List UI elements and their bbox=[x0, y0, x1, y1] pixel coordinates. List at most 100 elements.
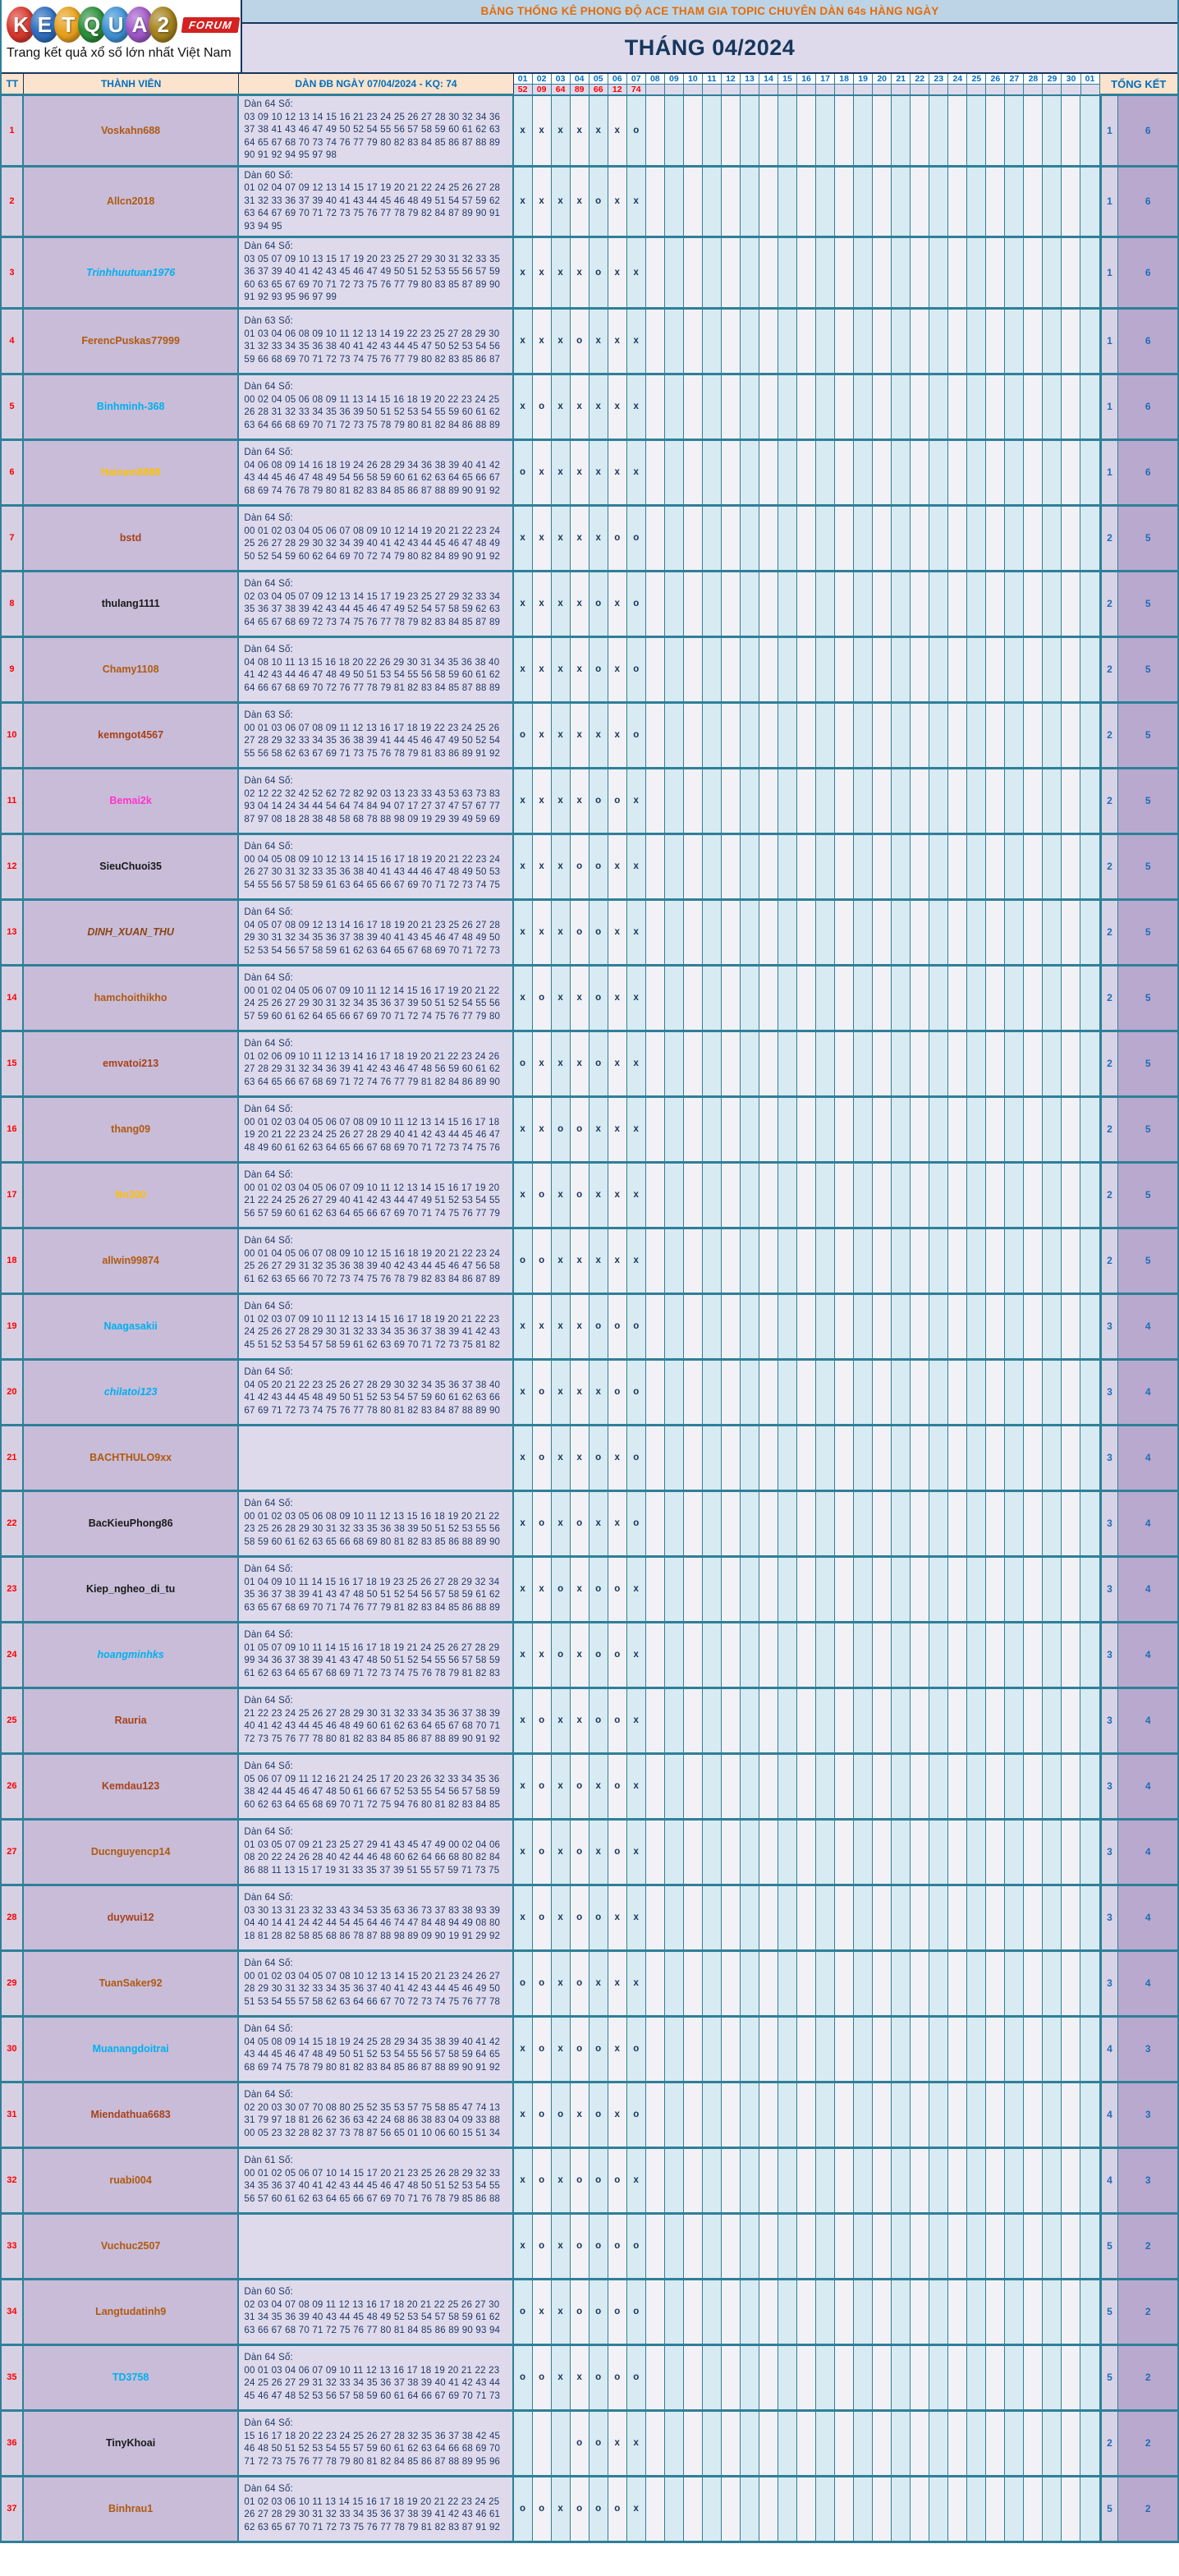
member-name[interactable]: Binhminh-368 bbox=[96, 401, 165, 412]
day-mark-cell bbox=[929, 1360, 949, 1424]
member-name[interactable]: Hainam8888 bbox=[100, 466, 161, 478]
day-mark-cell bbox=[664, 572, 684, 636]
day-mark-cell bbox=[1043, 637, 1062, 701]
day-mark-cell bbox=[873, 1163, 892, 1227]
member-name[interactable]: Ducnguyencp14 bbox=[90, 1846, 171, 1857]
dan-label: Dàn 64 Số: bbox=[244, 513, 293, 523]
day-mark-cell bbox=[664, 1885, 684, 1949]
day-header-cell: 16 bbox=[797, 74, 817, 85]
member-name[interactable]: chilatoi123 bbox=[103, 1386, 158, 1398]
day-mark-cell bbox=[986, 703, 1006, 767]
day-mark-cell bbox=[986, 1426, 1006, 1490]
member-name[interactable]: Kiep_ngheo_di_tu bbox=[85, 1583, 176, 1595]
day-mark-cell: x bbox=[551, 2477, 571, 2541]
member-name[interactable]: Allcn2018 bbox=[106, 195, 155, 208]
day-mark-cell bbox=[835, 440, 855, 504]
day-mark-cell: x bbox=[608, 309, 627, 373]
day-mark-cell: o bbox=[532, 966, 552, 1030]
day-mark-cell bbox=[854, 769, 874, 833]
dan-numbers-line: 23 25 26 28 29 30 31 32 33 35 36 38 39 5… bbox=[244, 1524, 501, 1534]
day-mark-cell: o bbox=[608, 2148, 627, 2212]
member-name[interactable]: Rauria bbox=[114, 1715, 147, 1726]
member-name[interactable]: FerencPuskas77999 bbox=[81, 335, 180, 347]
day-mark-cell: o bbox=[608, 2345, 627, 2409]
day-mark-cell bbox=[797, 1688, 817, 1752]
day-mark-cell: o bbox=[513, 440, 533, 504]
member-name[interactable]: TinyKhoai bbox=[106, 2437, 156, 2449]
day-mark-cell bbox=[683, 703, 703, 767]
dan-numbers-line: 63 65 67 68 69 70 71 74 76 77 79 81 82 8… bbox=[244, 1602, 501, 1613]
day-mark-cell bbox=[683, 440, 703, 504]
member-name[interactable]: Muanangdoitrai bbox=[92, 2043, 169, 2055]
day-mark-cell: o bbox=[589, 2477, 608, 2541]
day-mark-cell bbox=[1024, 769, 1044, 833]
day-mark-cell bbox=[892, 1754, 911, 1818]
day-mark-cell bbox=[1024, 2411, 1044, 2475]
day-mark-cell bbox=[1080, 2214, 1100, 2278]
day-mark-cell: x bbox=[608, 167, 627, 236]
member-name[interactable]: hoangminhks bbox=[97, 1649, 164, 1660]
day-mark-cell bbox=[683, 1951, 703, 2015]
day-mark-cell: x bbox=[513, 1491, 533, 1555]
member-name[interactable]: hamchoithikho bbox=[94, 992, 167, 1003]
day-mark-cell: o bbox=[626, 1360, 646, 1424]
day-mark-cell: x bbox=[608, 2017, 627, 2081]
member-name[interactable]: thang09 bbox=[111, 1123, 151, 1135]
member-name[interactable]: Naagasakii bbox=[103, 1320, 158, 1332]
member-name[interactable]: Langtudatinh9 bbox=[95, 2306, 167, 2317]
dan-cell: Dàn 64 Số: 00 01 02 03 04 05 06 07 09 10 … bbox=[239, 1163, 514, 1227]
dan-numbers-line: 87 97 08 18 28 38 48 58 68 78 88 98 09 1… bbox=[244, 814, 501, 824]
day-mark-cell bbox=[778, 834, 798, 898]
member-name[interactable]: Trinhhuutuan1976 bbox=[86, 266, 176, 278]
day-mark-cell bbox=[645, 1426, 665, 1490]
day-mark-cell bbox=[797, 1820, 817, 1884]
dan-cell: Dàn 64 Số: 00 01 02 03 04 05 07 08 10 12 … bbox=[239, 1951, 514, 2015]
member-name[interactable]: Vuchuc2507 bbox=[100, 2240, 161, 2252]
day-mark-cell bbox=[645, 2280, 665, 2344]
member-name[interactable]: Nn300 bbox=[115, 1189, 146, 1201]
total-miss-count: 3 bbox=[1099, 1557, 1118, 1621]
member-name[interactable]: ruabi004 bbox=[109, 2174, 152, 2186]
day-mark-cell: x bbox=[532, 2280, 552, 2344]
member-name[interactable]: Kemdau123 bbox=[102, 1780, 160, 1792]
dan-cell: Dàn 64 Số: 00 01 04 05 06 07 08 09 10 12 … bbox=[239, 1228, 514, 1293]
day-mark-cell: o bbox=[570, 1491, 590, 1555]
member-name[interactable]: Voskahn688 bbox=[101, 124, 161, 136]
site-logo[interactable]: K E T Q U A 2 FORUM Trang kết quả xổ số lớn nhấ… bbox=[2, 0, 241, 72]
day-mark-cell bbox=[948, 1951, 968, 2015]
dan-label: Dàn 64 Số: bbox=[244, 1499, 293, 1508]
member-name[interactable]: Chamy1108 bbox=[102, 664, 159, 675]
member-name[interactable]: kemngot4567 bbox=[98, 729, 164, 741]
day-mark-cell: x bbox=[570, 703, 590, 767]
member-name[interactable]: Bemai2k bbox=[109, 795, 152, 806]
member-name[interactable]: SieuChuoi35 bbox=[99, 861, 162, 872]
member-name[interactable]: BACHTHULO9xx bbox=[89, 1452, 172, 1463]
day-mark-cell bbox=[1043, 2345, 1062, 2409]
day-header-cell: 13 bbox=[740, 74, 759, 85]
day-mark-cell bbox=[854, 1426, 874, 1490]
total-hit-count: 2 bbox=[1117, 2477, 1177, 2541]
day-mark-cell bbox=[1080, 1885, 1100, 1949]
day-mark-cell: o bbox=[608, 769, 627, 833]
member-name[interactable]: thulang1111 bbox=[101, 598, 160, 609]
day-mark-cell bbox=[911, 1951, 930, 2015]
member-name[interactable]: TuanSaker92 bbox=[99, 1977, 163, 1989]
member-name[interactable]: duywui12 bbox=[107, 1912, 154, 1923]
total-miss-count: 3 bbox=[1099, 1688, 1118, 1752]
table-row: 15 emvatoi213 Dàn 64 Số: 01 02 06 09 10 11 … bbox=[2, 1031, 1177, 1098]
total-hit-count: 6 bbox=[1117, 309, 1177, 373]
member-name[interactable]: emvatoi213 bbox=[103, 1058, 159, 1069]
member-name[interactable]: DINH_XUAN_THU bbox=[87, 926, 174, 938]
member-name[interactable]: Miendathua6683 bbox=[90, 2109, 171, 2120]
member-name[interactable]: bstd bbox=[119, 532, 142, 544]
member-name[interactable]: Binhrau1 bbox=[108, 2503, 154, 2514]
member-name[interactable]: allwin99874 bbox=[102, 1255, 159, 1266]
dan-label: Dàn 64 Số: bbox=[244, 1761, 293, 1771]
member-name[interactable]: BacKieuPhong86 bbox=[88, 1518, 173, 1529]
member-name[interactable]: TD3758 bbox=[112, 2372, 149, 2383]
day-mark-cell bbox=[816, 2477, 836, 2541]
day-mark-cell bbox=[1005, 1031, 1025, 1095]
day-mark-cell bbox=[702, 1885, 722, 1949]
